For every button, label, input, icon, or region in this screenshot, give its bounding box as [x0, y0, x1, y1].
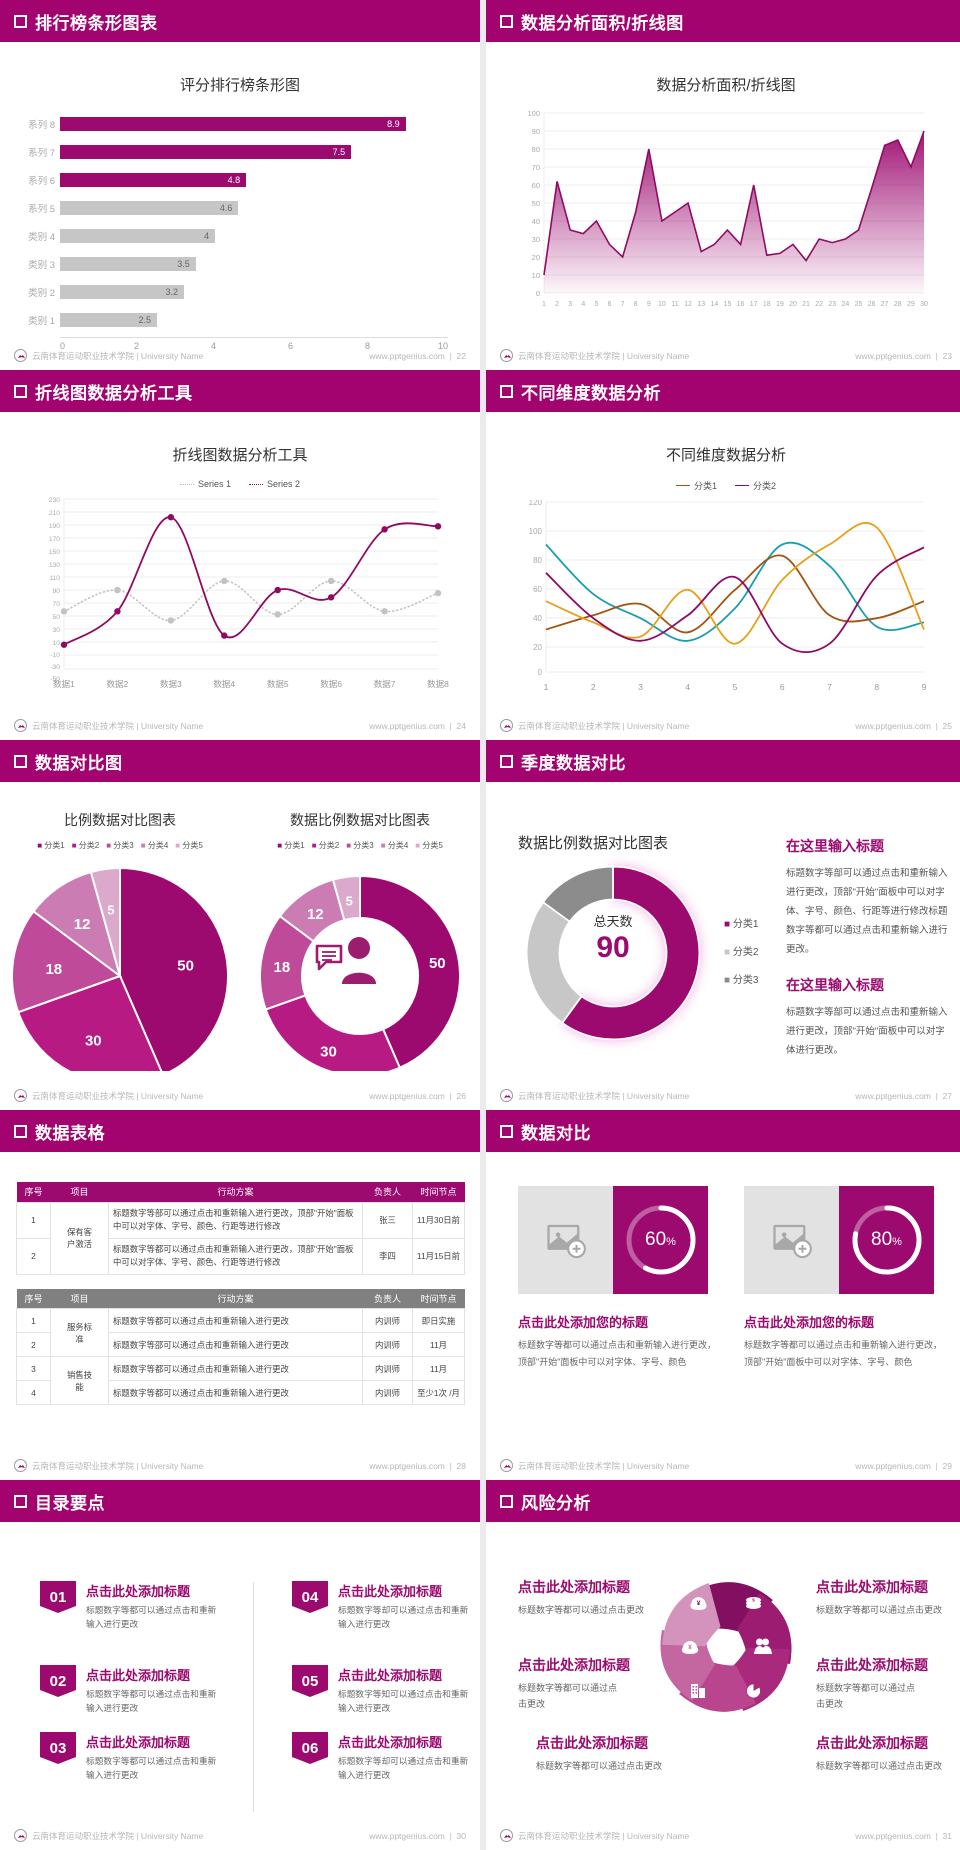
svg-text:50: 50 [532, 199, 540, 208]
svg-text:10: 10 [53, 640, 61, 647]
svg-text:4: 4 [581, 301, 585, 308]
svg-text:80: 80 [533, 556, 542, 565]
svg-text:190: 190 [49, 523, 60, 530]
svg-text:21: 21 [802, 301, 810, 308]
svg-text:9: 9 [922, 682, 927, 692]
svg-text:数据1: 数据1 [53, 679, 75, 689]
svg-text:27: 27 [881, 301, 889, 308]
svg-text:数据7: 数据7 [374, 679, 396, 689]
svg-text:数据3: 数据3 [160, 679, 182, 689]
svg-text:50: 50 [177, 957, 194, 974]
svg-text:5: 5 [107, 903, 114, 918]
svg-text:8: 8 [874, 682, 879, 692]
svg-text:28: 28 [894, 301, 902, 308]
svg-text:12: 12 [684, 301, 692, 308]
svg-text:5: 5 [594, 301, 598, 308]
svg-text:30: 30 [85, 1032, 102, 1049]
svg-text:16: 16 [737, 301, 745, 308]
svg-text:50: 50 [429, 955, 446, 972]
svg-text:2: 2 [555, 301, 559, 308]
svg-text:29: 29 [907, 301, 915, 308]
svg-text:50: 50 [53, 614, 61, 621]
svg-text:14: 14 [710, 301, 718, 308]
svg-text:60: 60 [533, 585, 542, 594]
svg-text:130: 130 [49, 562, 60, 569]
svg-text:70: 70 [53, 601, 61, 608]
svg-text:90: 90 [532, 127, 540, 136]
svg-text:13: 13 [697, 301, 705, 308]
svg-text:40: 40 [533, 614, 542, 623]
svg-text:80: 80 [532, 145, 540, 154]
svg-text:60: 60 [532, 181, 540, 190]
svg-text:7: 7 [827, 682, 832, 692]
svg-text:170: 170 [49, 536, 60, 543]
svg-text:15: 15 [724, 301, 732, 308]
svg-text:120: 120 [529, 500, 543, 507]
svg-text:2: 2 [591, 682, 596, 692]
svg-text:9: 9 [647, 301, 651, 308]
svg-text:-10: -10 [50, 652, 60, 659]
svg-text:12: 12 [74, 916, 91, 933]
svg-text:100: 100 [527, 111, 540, 118]
svg-text:0: 0 [536, 289, 540, 298]
svg-text:30: 30 [320, 1044, 337, 1061]
svg-text:20: 20 [789, 301, 797, 308]
svg-text:6: 6 [780, 682, 785, 692]
svg-text:数据2: 数据2 [107, 679, 129, 689]
svg-text:数据6: 数据6 [320, 679, 342, 689]
svg-text:10: 10 [532, 271, 540, 280]
svg-text:210: 210 [49, 510, 60, 517]
svg-text:230: 230 [49, 497, 60, 504]
svg-text:10: 10 [658, 301, 666, 308]
svg-text:3: 3 [638, 682, 643, 692]
svg-text:30: 30 [53, 627, 61, 634]
svg-text:数据8: 数据8 [427, 679, 449, 689]
svg-text:40: 40 [532, 217, 540, 226]
svg-text:23: 23 [828, 301, 836, 308]
svg-text:20: 20 [532, 253, 540, 262]
svg-text:5: 5 [346, 894, 353, 909]
svg-text:70: 70 [532, 163, 540, 172]
svg-text:¥: ¥ [688, 1644, 692, 1651]
svg-text:20: 20 [533, 643, 542, 652]
svg-text:26: 26 [868, 301, 876, 308]
svg-text:12: 12 [307, 906, 324, 923]
svg-text:150: 150 [49, 549, 60, 556]
svg-text:1: 1 [544, 682, 549, 692]
svg-text:19: 19 [776, 301, 784, 308]
svg-text:24: 24 [841, 301, 849, 308]
svg-text:6: 6 [608, 301, 612, 308]
svg-text:18: 18 [763, 301, 771, 308]
svg-text:4: 4 [685, 682, 690, 692]
svg-text:110: 110 [49, 575, 60, 582]
svg-text:100: 100 [529, 527, 543, 536]
svg-text:1: 1 [542, 301, 546, 308]
svg-text:数据4: 数据4 [213, 679, 235, 689]
svg-text:11: 11 [671, 301, 678, 308]
svg-text:5: 5 [733, 682, 738, 692]
svg-text:7: 7 [621, 301, 625, 308]
svg-text:90: 90 [53, 588, 61, 595]
svg-text:-30: -30 [50, 664, 60, 671]
svg-text:18: 18 [45, 961, 62, 978]
svg-text:22: 22 [815, 301, 823, 308]
svg-text:3: 3 [568, 301, 572, 308]
svg-text:数据5: 数据5 [267, 679, 289, 689]
svg-text:25: 25 [855, 301, 863, 308]
svg-text:8: 8 [634, 301, 638, 308]
svg-text:0: 0 [538, 668, 543, 677]
svg-text:30: 30 [920, 301, 928, 308]
svg-text:18: 18 [274, 959, 291, 976]
svg-text:30: 30 [532, 235, 540, 244]
svg-text:17: 17 [750, 301, 758, 308]
